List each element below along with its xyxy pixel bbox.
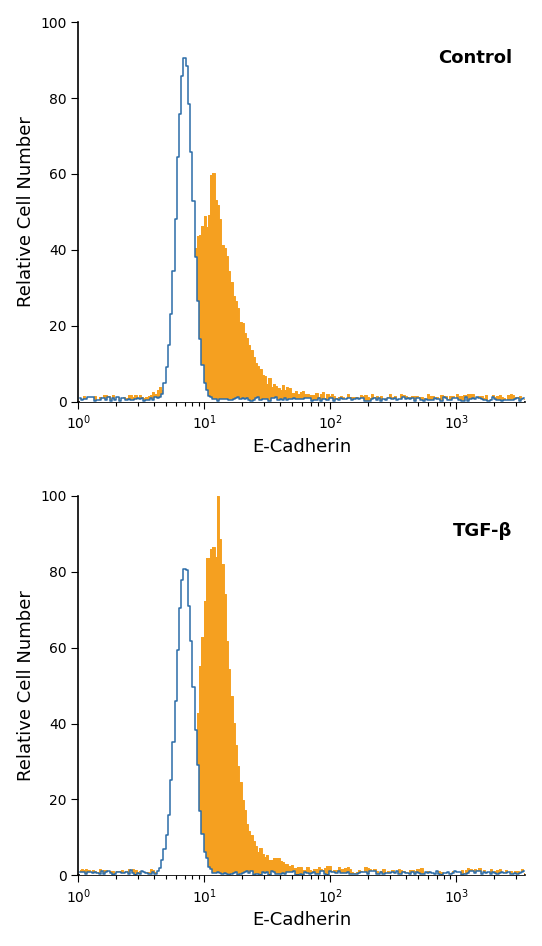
Text: Control: Control — [438, 49, 512, 67]
X-axis label: E-Cadherin: E-Cadherin — [252, 911, 352, 929]
Y-axis label: Relative Cell Number: Relative Cell Number — [17, 116, 35, 307]
X-axis label: E-Cadherin: E-Cadherin — [252, 438, 352, 456]
Y-axis label: Relative Cell Number: Relative Cell Number — [17, 590, 35, 781]
Text: TGF-β: TGF-β — [453, 522, 512, 540]
